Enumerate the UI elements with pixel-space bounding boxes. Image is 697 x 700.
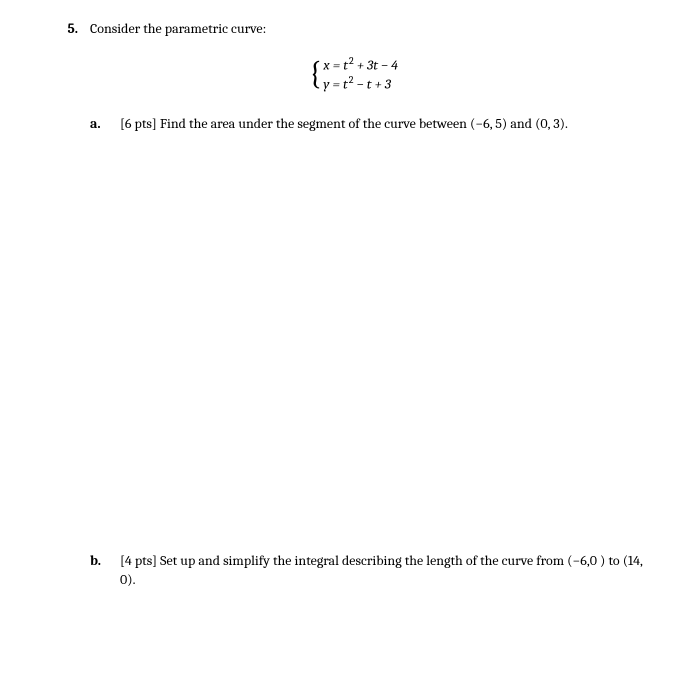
part-a-label: a. [90,115,112,132]
question-prompt: Consider the parametric curve: [90,20,657,37]
part-a: a. [6 pts] Find the area under the segme… [50,115,657,134]
equation-brace-group: { x = t2 + 3t − 4 y = t2 − t + 3 [309,55,398,93]
question-number: 5. [50,20,78,37]
equation-lines: x = t2 + 3t − 4 y = t2 − t + 3 [323,55,398,93]
equation-y: y = t2 − t + 3 [323,74,391,93]
left-brace-icon: { [309,58,321,90]
part-b: b. [4 pts] Set up and simplify the integ… [50,552,657,590]
part-b-text: [4 pts] Set up and simplify the integral… [120,552,657,590]
part-a-text: [6 pts] Find the area under the segment … [120,115,657,134]
parametric-equations: { x = t2 + 3t − 4 y = t2 − t + 3 [50,55,657,93]
part-b-label: b. [90,552,112,569]
equation-x: x = t2 + 3t − 4 [323,55,398,74]
question-header: 5. Consider the parametric curve: [50,20,657,37]
